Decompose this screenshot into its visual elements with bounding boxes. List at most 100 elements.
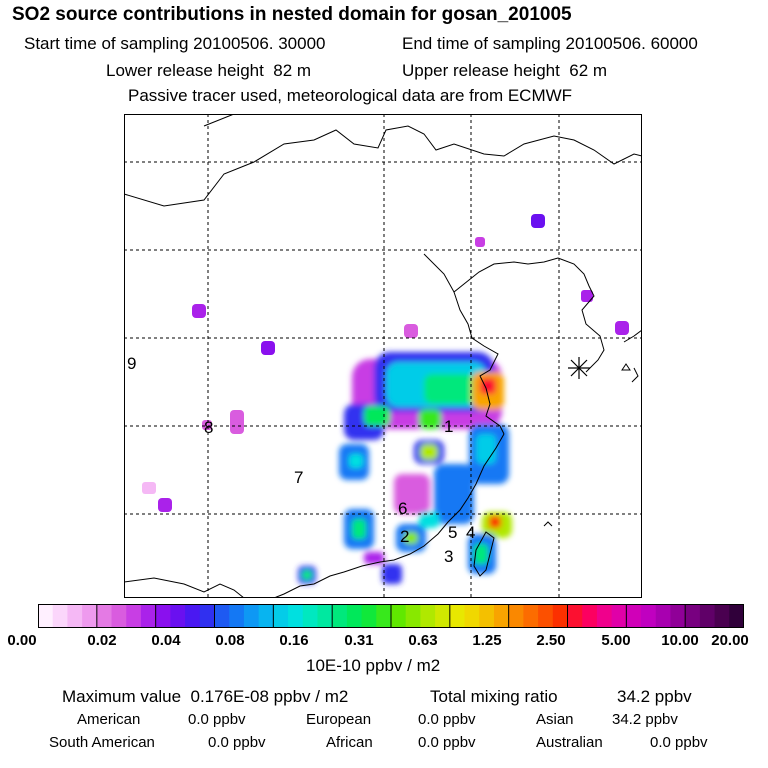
plume-speck	[202, 420, 212, 430]
plume-speck	[581, 290, 593, 302]
upper-release-label: Upper release height	[402, 61, 560, 80]
colorbar-cell	[126, 604, 142, 628]
colorbar-cell	[596, 604, 613, 628]
colorbar-cell	[258, 604, 274, 628]
map-panel: 1 2 3 4 5 6 7 8 9	[124, 114, 642, 598]
colorbar-cell	[405, 604, 422, 628]
colorbar-cell	[96, 604, 113, 628]
region-name: American	[77, 711, 141, 728]
plume-speck	[192, 304, 206, 318]
colorbar-tick-label: 1.25	[472, 632, 502, 649]
max-value: 0.176E-08 ppbv / m2	[190, 687, 349, 706]
plume-cell	[349, 454, 363, 468]
total-mixing-value: 34.2 ppbv	[617, 687, 692, 706]
colorbar-cell	[170, 604, 186, 628]
plume-cell	[474, 544, 488, 564]
plume-cell	[382, 564, 402, 584]
colorbar-cell	[670, 604, 686, 628]
colorbar-cell	[332, 604, 348, 628]
colorbar-cell	[229, 604, 245, 628]
region-name: Australian	[536, 734, 603, 751]
plume-speck	[142, 482, 156, 494]
plume-cell	[476, 434, 496, 464]
region-label: 5	[448, 523, 457, 542]
colorbar-cell	[552, 604, 569, 628]
region-label: 8	[204, 418, 213, 437]
region-name: Asian	[536, 711, 574, 728]
lower-release-line: Lower release height 82 m	[106, 61, 311, 81]
upper-release-value: 62 m	[569, 61, 608, 80]
plume-cell	[302, 570, 312, 580]
country-border	[124, 577, 245, 598]
region-value: 0.0 ppbv	[418, 711, 476, 728]
colorbar	[38, 604, 744, 628]
colorbar-tick-label: 5.00	[601, 632, 631, 649]
plume-speck	[230, 410, 244, 434]
colorbar-cell	[611, 604, 627, 628]
colorbar-units: 10E-10 ppbv / m2	[306, 656, 441, 675]
colorbar-cell	[479, 604, 495, 628]
colorbar-cell	[538, 604, 554, 628]
colorbar-tick-label: 0.04	[151, 632, 181, 649]
coastline-china-east	[453, 291, 505, 435]
start-time-line: Start time of sampling 20100506. 30000	[24, 34, 326, 54]
start-time-value: 20100506. 30000	[193, 34, 326, 53]
grid-lines	[124, 114, 642, 598]
lower-release-value: 82 m	[273, 61, 312, 80]
colorbar-cell	[391, 604, 407, 628]
region-name: South American	[49, 734, 155, 751]
colorbar-cell	[699, 604, 716, 628]
country-border	[203, 114, 235, 127]
colorbar-tick-label: 0.16	[279, 632, 309, 649]
region-label: 2	[400, 527, 409, 546]
start-time-label: Start time of sampling	[24, 34, 189, 53]
map-frame	[124, 114, 642, 598]
region-name: African	[326, 734, 373, 751]
end-time-label: End time of sampling	[402, 34, 561, 53]
colorbar-cell	[82, 604, 98, 628]
colorbar-cells	[38, 604, 744, 628]
lower-release-label: Lower release height	[106, 61, 264, 80]
colorbar-cell	[317, 604, 333, 628]
colorbar-cell	[185, 604, 201, 628]
colorbar-cell	[641, 604, 657, 628]
colorbar-tick-label: 0.02	[87, 632, 117, 649]
region-value: 34.2 ppbv	[612, 711, 678, 728]
plume-cell	[404, 532, 418, 544]
colorbar-cell	[52, 604, 69, 628]
colorbar-frame	[38, 604, 744, 628]
region-label: 4	[466, 523, 475, 542]
region-name: European	[306, 711, 372, 728]
colorbar-cell	[361, 604, 377, 628]
plume-speck	[615, 321, 629, 335]
region-value: 0.0 ppbv	[418, 734, 476, 751]
colorbar-cell	[449, 604, 466, 628]
coastlines	[124, 114, 642, 598]
region-label: 3	[444, 547, 453, 566]
colorbar-tick-label: 0.08	[215, 632, 245, 649]
main-plume	[298, 352, 512, 584]
colorbar-cell	[214, 604, 230, 628]
colorbar-cell	[273, 604, 289, 628]
receptor-star-icon	[568, 357, 590, 379]
region-value: 0.0 ppbv	[208, 734, 266, 751]
region-label: 7	[294, 468, 303, 487]
plume-speck	[261, 341, 275, 355]
plume-cell	[489, 516, 501, 528]
colorbar-cell	[626, 604, 642, 628]
plume-cell	[419, 512, 439, 528]
region-labels: 1 2 3 4 5 6 7 8 9	[127, 354, 475, 566]
colorbar-cell	[420, 604, 436, 628]
plume-cell	[434, 464, 474, 524]
colorbar-cell	[508, 604, 524, 628]
colorbar-tick-label: 0.63	[408, 632, 438, 649]
coastline-korea	[557, 257, 605, 373]
total-mixing-line: Total mixing ratio	[430, 687, 558, 707]
country-border	[124, 125, 642, 207]
region-value: 0.0 ppbv	[188, 711, 246, 728]
colorbar-cell	[729, 604, 744, 628]
colorbar-tick-label: 20.00	[711, 632, 749, 649]
colorbar-cell	[685, 604, 701, 628]
island-coast	[543, 521, 553, 527]
colorbar-cell	[67, 604, 83, 628]
